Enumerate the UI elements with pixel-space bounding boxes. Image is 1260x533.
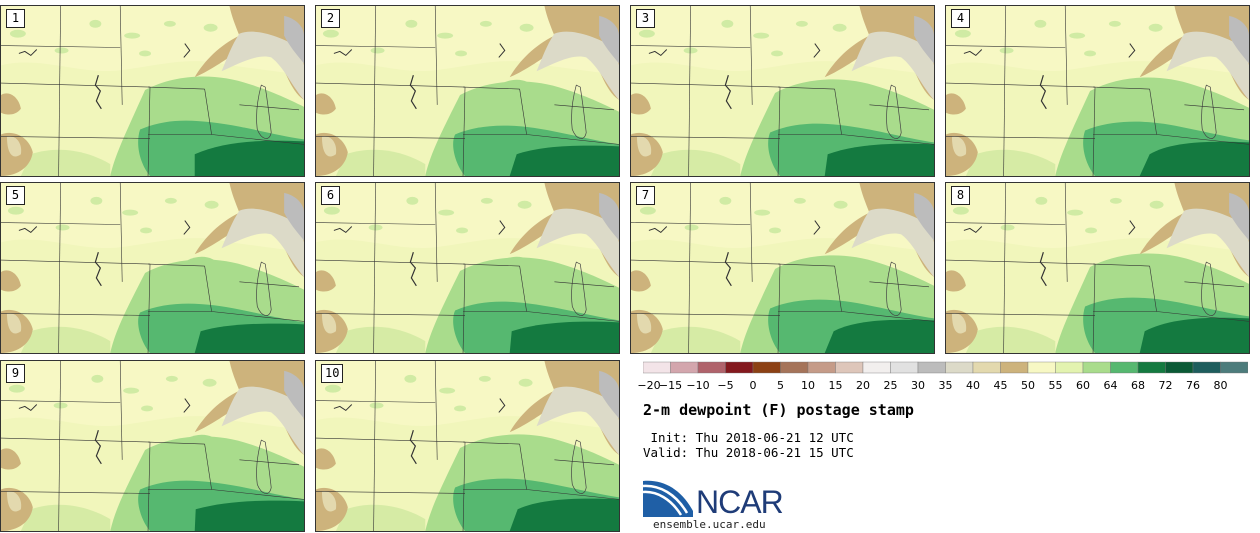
member-number: 9 <box>6 364 25 383</box>
colorbar-swatch <box>725 361 754 374</box>
plot-title: 2-m dewpoint (F) postage stamp <box>643 401 914 419</box>
dewpoint-map <box>631 183 934 353</box>
colorbar-tick-label: 76 <box>1186 379 1200 392</box>
colorbar-swatch <box>643 361 671 374</box>
colorbar-swatch <box>1137 361 1166 374</box>
dewpoint-map <box>316 183 619 353</box>
colorbar-tick-label: 5 <box>777 379 784 392</box>
map-panel: 3 <box>630 5 935 177</box>
colorbar-swatch <box>972 361 1001 374</box>
colorbar-tick-label: 80 <box>1213 379 1228 392</box>
dewpoint-map <box>316 6 619 176</box>
colorbar-swatch <box>780 361 809 374</box>
colorbar-tick-label: 45 <box>993 379 1008 392</box>
colorbar-swatch <box>835 361 864 374</box>
map-panel: 10 <box>315 360 620 532</box>
dewpoint-map <box>316 361 619 531</box>
colorbar-swatch <box>1027 361 1056 374</box>
colorbar-tick-label: 30 <box>911 379 925 392</box>
colorbar-tick-labels: −20 −15 −10 −5 0 5 10 15 20 25 30 35 40 45 50 55 60 64 68 7… <box>637 379 1253 395</box>
colorbar-tick-label: 72 <box>1158 379 1173 392</box>
colorbar-tick-label: 50 <box>1021 379 1035 392</box>
colorbar-swatch <box>945 361 974 374</box>
map-panel: 9 <box>0 360 305 532</box>
map-panel: 2 <box>315 5 620 177</box>
colorbar-tick-label: −20 <box>637 379 661 392</box>
colorbar-swatch <box>697 361 726 374</box>
colorbar-swatch <box>1082 361 1111 374</box>
colorbar-swatch <box>1110 361 1139 374</box>
colorbar-swatch <box>917 361 946 374</box>
map-panel: 4 <box>945 5 1250 177</box>
member-number: 8 <box>951 186 970 205</box>
member-number: 5 <box>6 186 25 205</box>
member-number: 10 <box>321 364 344 383</box>
colorbar-swatch <box>1165 361 1194 374</box>
colorbar-tick-label: 0 <box>749 379 757 392</box>
colorbar-tick-label: 40 <box>966 379 980 392</box>
colorbar-tick-label: −15 <box>658 379 683 392</box>
colorbar-swatch <box>752 361 781 374</box>
colorbar <box>643 361 1248 374</box>
dewpoint-map <box>1 183 304 353</box>
member-number: 3 <box>636 9 655 28</box>
valid-time: Valid: Thu 2018-06-21 15 UTC <box>643 445 854 460</box>
map-panel: 1 <box>0 5 305 177</box>
init-time: Init: Thu 2018-06-21 12 UTC <box>643 430 854 445</box>
colorbar-tick-label: 10 <box>801 379 815 392</box>
colorbar-swatch <box>670 361 699 374</box>
dewpoint-map <box>631 6 934 176</box>
colorbar-tick-label: 25 <box>883 379 898 392</box>
colorbar-swatch <box>862 361 891 374</box>
map-panel: 7 <box>630 182 935 354</box>
member-number: 2 <box>321 9 340 28</box>
colorbar-tick-label: 64 <box>1103 379 1118 392</box>
member-number: 4 <box>951 9 970 28</box>
dewpoint-map <box>946 6 1249 176</box>
member-number: 6 <box>321 186 340 205</box>
colorbar-tick-label: −10 <box>686 379 710 392</box>
colorbar-tick-label: 35 <box>938 379 953 392</box>
colorbar-tick-label: −5 <box>717 379 734 392</box>
member-number: 1 <box>6 9 25 28</box>
dewpoint-map <box>1 6 304 176</box>
map-panel: 5 <box>0 182 305 354</box>
colorbar-tick-label: 15 <box>828 379 843 392</box>
colorbar-tick-label: 68 <box>1131 379 1145 392</box>
map-panel: 8 <box>945 182 1250 354</box>
logo-url: ensemble.ucar.edu <box>653 518 766 531</box>
colorbar-tick-label: 20 <box>856 379 870 392</box>
ncar-logo: NCAR <box>643 480 784 519</box>
colorbar-swatch <box>807 361 836 374</box>
colorbar-swatch <box>1000 361 1029 374</box>
colorbar-swatch <box>1055 361 1084 374</box>
dewpoint-map <box>1 361 304 531</box>
colorbar-tick-label: 60 <box>1076 379 1090 392</box>
colorbar-tick-label: 55 <box>1048 379 1063 392</box>
colorbar-swatch <box>1220 361 1248 374</box>
map-panel: 6 <box>315 182 620 354</box>
dewpoint-map <box>946 183 1249 353</box>
svg-text:NCAR: NCAR <box>696 484 783 519</box>
member-number: 7 <box>636 186 655 205</box>
colorbar-swatch <box>890 361 919 374</box>
colorbar-swatch <box>1192 361 1221 374</box>
